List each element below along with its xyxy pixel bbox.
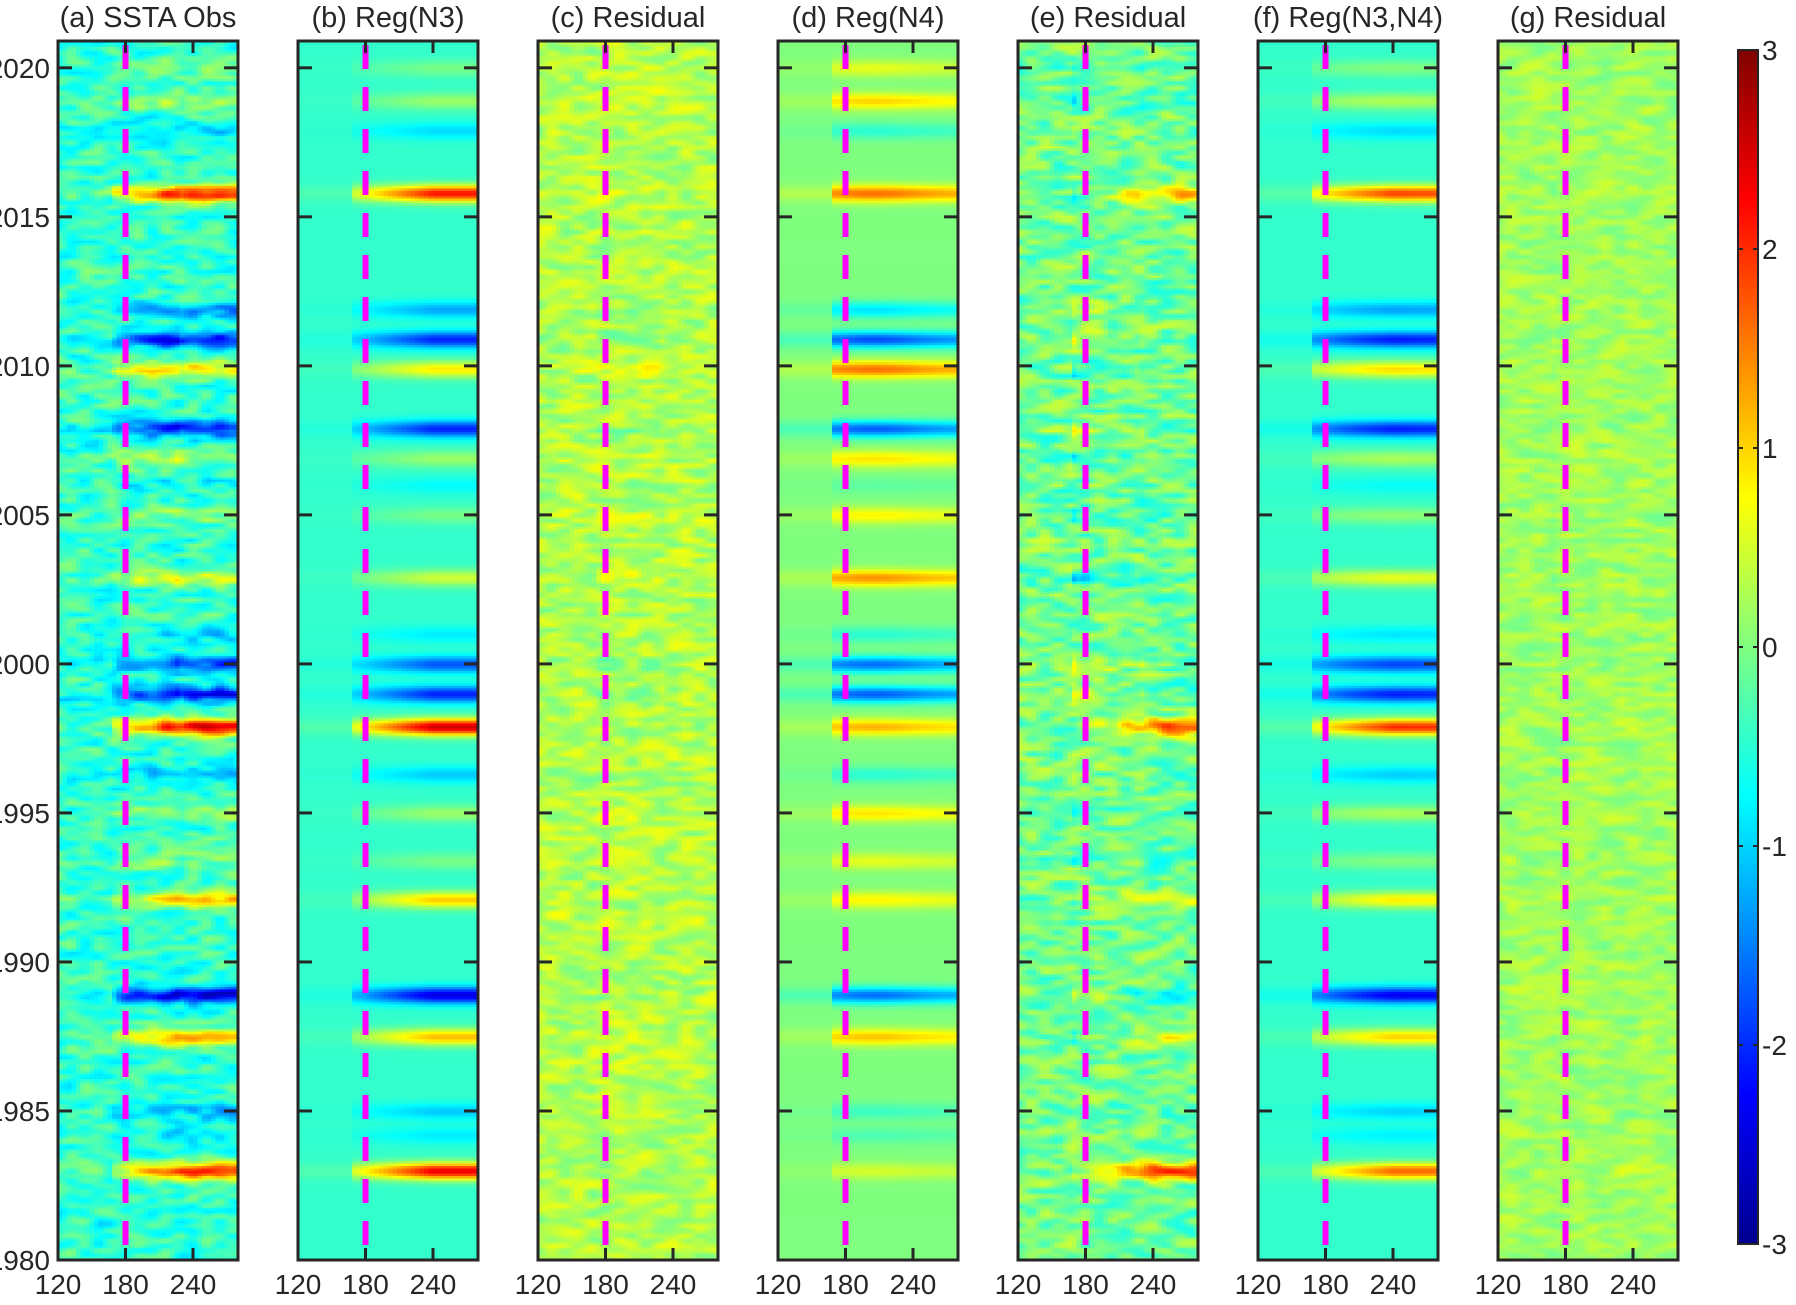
heatmap-cells — [58, 41, 239, 1261]
panels-layer: 1980198519901995200020052010201520201201… — [0, 2, 1679, 1300]
panel-a: 1980198519901995200020052010201520201201… — [0, 2, 239, 1300]
